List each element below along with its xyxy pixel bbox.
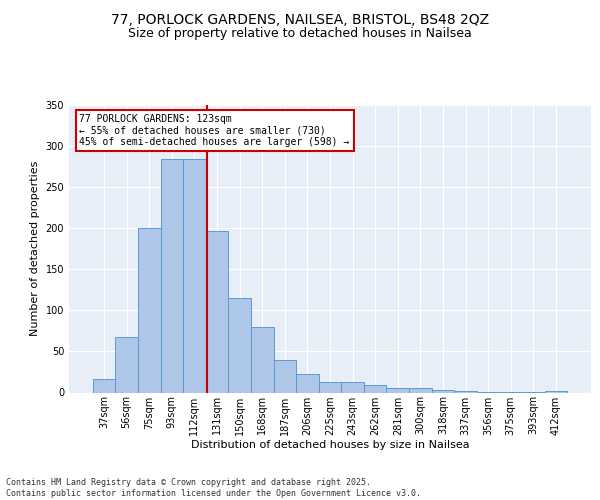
Bar <box>454 391 477 392</box>
Bar <box>229 298 251 392</box>
Bar <box>93 378 115 392</box>
Text: Contains HM Land Registry data © Crown copyright and database right 2025.
Contai: Contains HM Land Registry data © Crown c… <box>6 478 421 498</box>
Bar <box>115 336 138 392</box>
Bar <box>251 327 274 392</box>
Bar <box>296 374 319 392</box>
Bar <box>341 382 364 392</box>
Bar <box>183 159 206 392</box>
Bar <box>431 390 454 392</box>
Bar <box>319 382 341 392</box>
Bar <box>386 388 409 392</box>
Bar <box>161 159 183 392</box>
Bar <box>545 391 567 392</box>
Bar <box>138 228 161 392</box>
Y-axis label: Number of detached properties: Number of detached properties <box>30 161 40 336</box>
Bar <box>409 388 431 392</box>
Bar <box>206 230 229 392</box>
Text: 77 PORLOCK GARDENS: 123sqm
← 55% of detached houses are smaller (730)
45% of sem: 77 PORLOCK GARDENS: 123sqm ← 55% of deta… <box>79 114 350 147</box>
Bar <box>364 385 386 392</box>
X-axis label: Distribution of detached houses by size in Nailsea: Distribution of detached houses by size … <box>191 440 469 450</box>
Text: 77, PORLOCK GARDENS, NAILSEA, BRISTOL, BS48 2QZ: 77, PORLOCK GARDENS, NAILSEA, BRISTOL, B… <box>111 12 489 26</box>
Text: Size of property relative to detached houses in Nailsea: Size of property relative to detached ho… <box>128 28 472 40</box>
Bar <box>274 360 296 392</box>
